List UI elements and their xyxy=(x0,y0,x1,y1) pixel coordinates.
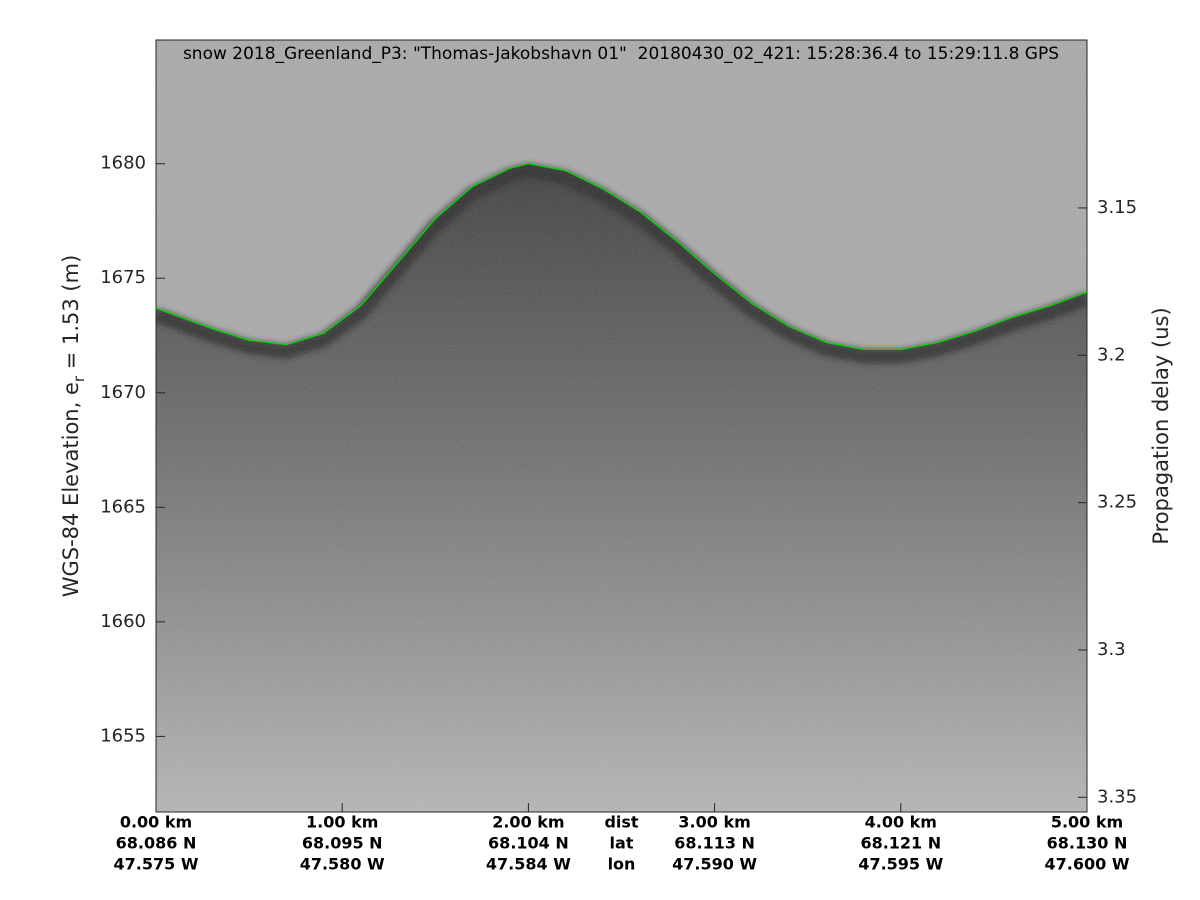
lon-label: 47.595 W xyxy=(858,855,943,874)
y-tick-label: 1660 xyxy=(100,611,146,632)
lat-label: 68.130 N xyxy=(1047,834,1128,853)
surface-line xyxy=(155,163,1088,350)
y2-axis-label: Propagation delay (us) xyxy=(1149,307,1173,544)
y2-tick-label: 3.15 xyxy=(1097,197,1137,218)
y-label-rest: = 1.53 (m) xyxy=(59,255,83,376)
y2-tick-label: 3.3 xyxy=(1097,639,1126,660)
lon-label: 47.590 W xyxy=(672,855,757,874)
lat-label: 68.095 N xyxy=(302,834,383,853)
y-axis-label: WGS-84 Elevation, er = 1.53 (m) xyxy=(59,255,88,598)
y2-tick-label: 3.25 xyxy=(1097,492,1137,513)
row-label: lon xyxy=(608,855,636,874)
lon-label: 47.575 W xyxy=(114,855,199,874)
lat-label: 68.086 N xyxy=(116,834,197,853)
y-tick-label: 1670 xyxy=(100,382,146,403)
y2-tick-label: 3.2 xyxy=(1097,344,1126,365)
y2-tick-label: 3.35 xyxy=(1097,786,1137,807)
plot-frame xyxy=(155,39,1088,813)
y-tick-label: 1680 xyxy=(100,153,146,174)
x-tick-label: 0.00 km xyxy=(120,813,192,832)
y-label-main: WGS-84 Elevation, e xyxy=(59,382,83,597)
x-tick-label: 3.00 km xyxy=(678,813,750,832)
lon-label: 47.580 W xyxy=(300,855,385,874)
x-tick-label: 4.00 km xyxy=(865,813,937,832)
y-tick-label: 1665 xyxy=(100,496,146,517)
row-label: dist xyxy=(604,813,638,832)
x-tick-label: 2.00 km xyxy=(492,813,564,832)
y-label-subscript: r xyxy=(70,375,88,382)
x-tick-label: 5.00 km xyxy=(1051,813,1123,832)
x-tick-label: 1.00 km xyxy=(306,813,378,832)
lat-label: 68.104 N xyxy=(488,834,569,853)
lon-label: 47.584 W xyxy=(486,855,571,874)
row-label: lat xyxy=(610,834,634,853)
lat-label: 68.113 N xyxy=(674,834,755,853)
chart-title: snow 2018_Greenland_P3: "Thomas-Jakobsha… xyxy=(183,44,1059,64)
lon-label: 47.600 W xyxy=(1045,855,1130,874)
speckle xyxy=(156,40,1087,812)
y-tick-label: 1675 xyxy=(100,267,146,288)
lat-label: 68.121 N xyxy=(860,834,941,853)
y-tick-label: 1655 xyxy=(100,725,146,746)
echogram xyxy=(156,40,1087,812)
